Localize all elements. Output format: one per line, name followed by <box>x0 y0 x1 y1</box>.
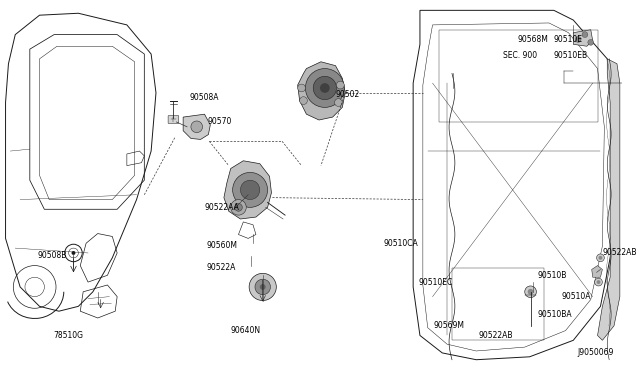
Text: 90522AA: 90522AA <box>205 203 239 212</box>
Text: 90508B: 90508B <box>38 251 67 260</box>
Polygon shape <box>598 59 620 340</box>
Circle shape <box>305 68 344 108</box>
Text: 90508A: 90508A <box>190 93 220 102</box>
Circle shape <box>588 39 594 45</box>
Circle shape <box>335 99 342 106</box>
Circle shape <box>255 279 271 295</box>
Text: 78510G: 78510G <box>54 331 84 340</box>
Text: 90510EB: 90510EB <box>554 51 588 61</box>
Text: 90510A: 90510A <box>562 292 591 301</box>
Circle shape <box>249 273 276 301</box>
Circle shape <box>230 200 246 215</box>
Text: 90640N: 90640N <box>230 326 260 335</box>
Circle shape <box>337 81 344 89</box>
Text: 90510B: 90510B <box>538 271 567 280</box>
Circle shape <box>72 251 76 255</box>
Polygon shape <box>592 266 602 277</box>
Circle shape <box>235 203 243 211</box>
Circle shape <box>320 83 330 93</box>
Polygon shape <box>183 114 211 140</box>
Circle shape <box>300 97 307 105</box>
Circle shape <box>596 254 604 262</box>
Text: 90522AB: 90522AB <box>478 331 513 340</box>
Text: 90570: 90570 <box>207 118 232 126</box>
Circle shape <box>598 256 602 260</box>
Circle shape <box>595 278 602 286</box>
Circle shape <box>525 286 536 298</box>
Text: 90560M: 90560M <box>207 241 237 250</box>
Text: 90568M: 90568M <box>517 35 548 44</box>
Text: 90569M: 90569M <box>433 321 465 330</box>
Text: 90502: 90502 <box>335 90 360 99</box>
Circle shape <box>575 36 581 42</box>
Polygon shape <box>224 161 271 219</box>
Text: SEC. 900: SEC. 900 <box>504 51 538 61</box>
Polygon shape <box>298 62 345 120</box>
Circle shape <box>527 289 534 295</box>
Polygon shape <box>573 30 593 46</box>
Text: 90522AB: 90522AB <box>602 248 637 257</box>
Circle shape <box>233 172 268 207</box>
Circle shape <box>260 284 266 290</box>
Text: 90510EC: 90510EC <box>418 278 452 286</box>
Circle shape <box>313 76 337 100</box>
Circle shape <box>241 180 260 200</box>
Text: 90510E: 90510E <box>554 35 583 44</box>
Circle shape <box>298 84 305 92</box>
FancyBboxPatch shape <box>168 116 179 124</box>
Text: J9050069: J9050069 <box>578 349 614 357</box>
Circle shape <box>191 121 202 133</box>
Text: 90510BA: 90510BA <box>538 310 572 318</box>
Text: 90522A: 90522A <box>207 263 236 272</box>
Text: 90510CA: 90510CA <box>383 239 418 248</box>
Circle shape <box>596 280 600 284</box>
Circle shape <box>582 32 588 38</box>
